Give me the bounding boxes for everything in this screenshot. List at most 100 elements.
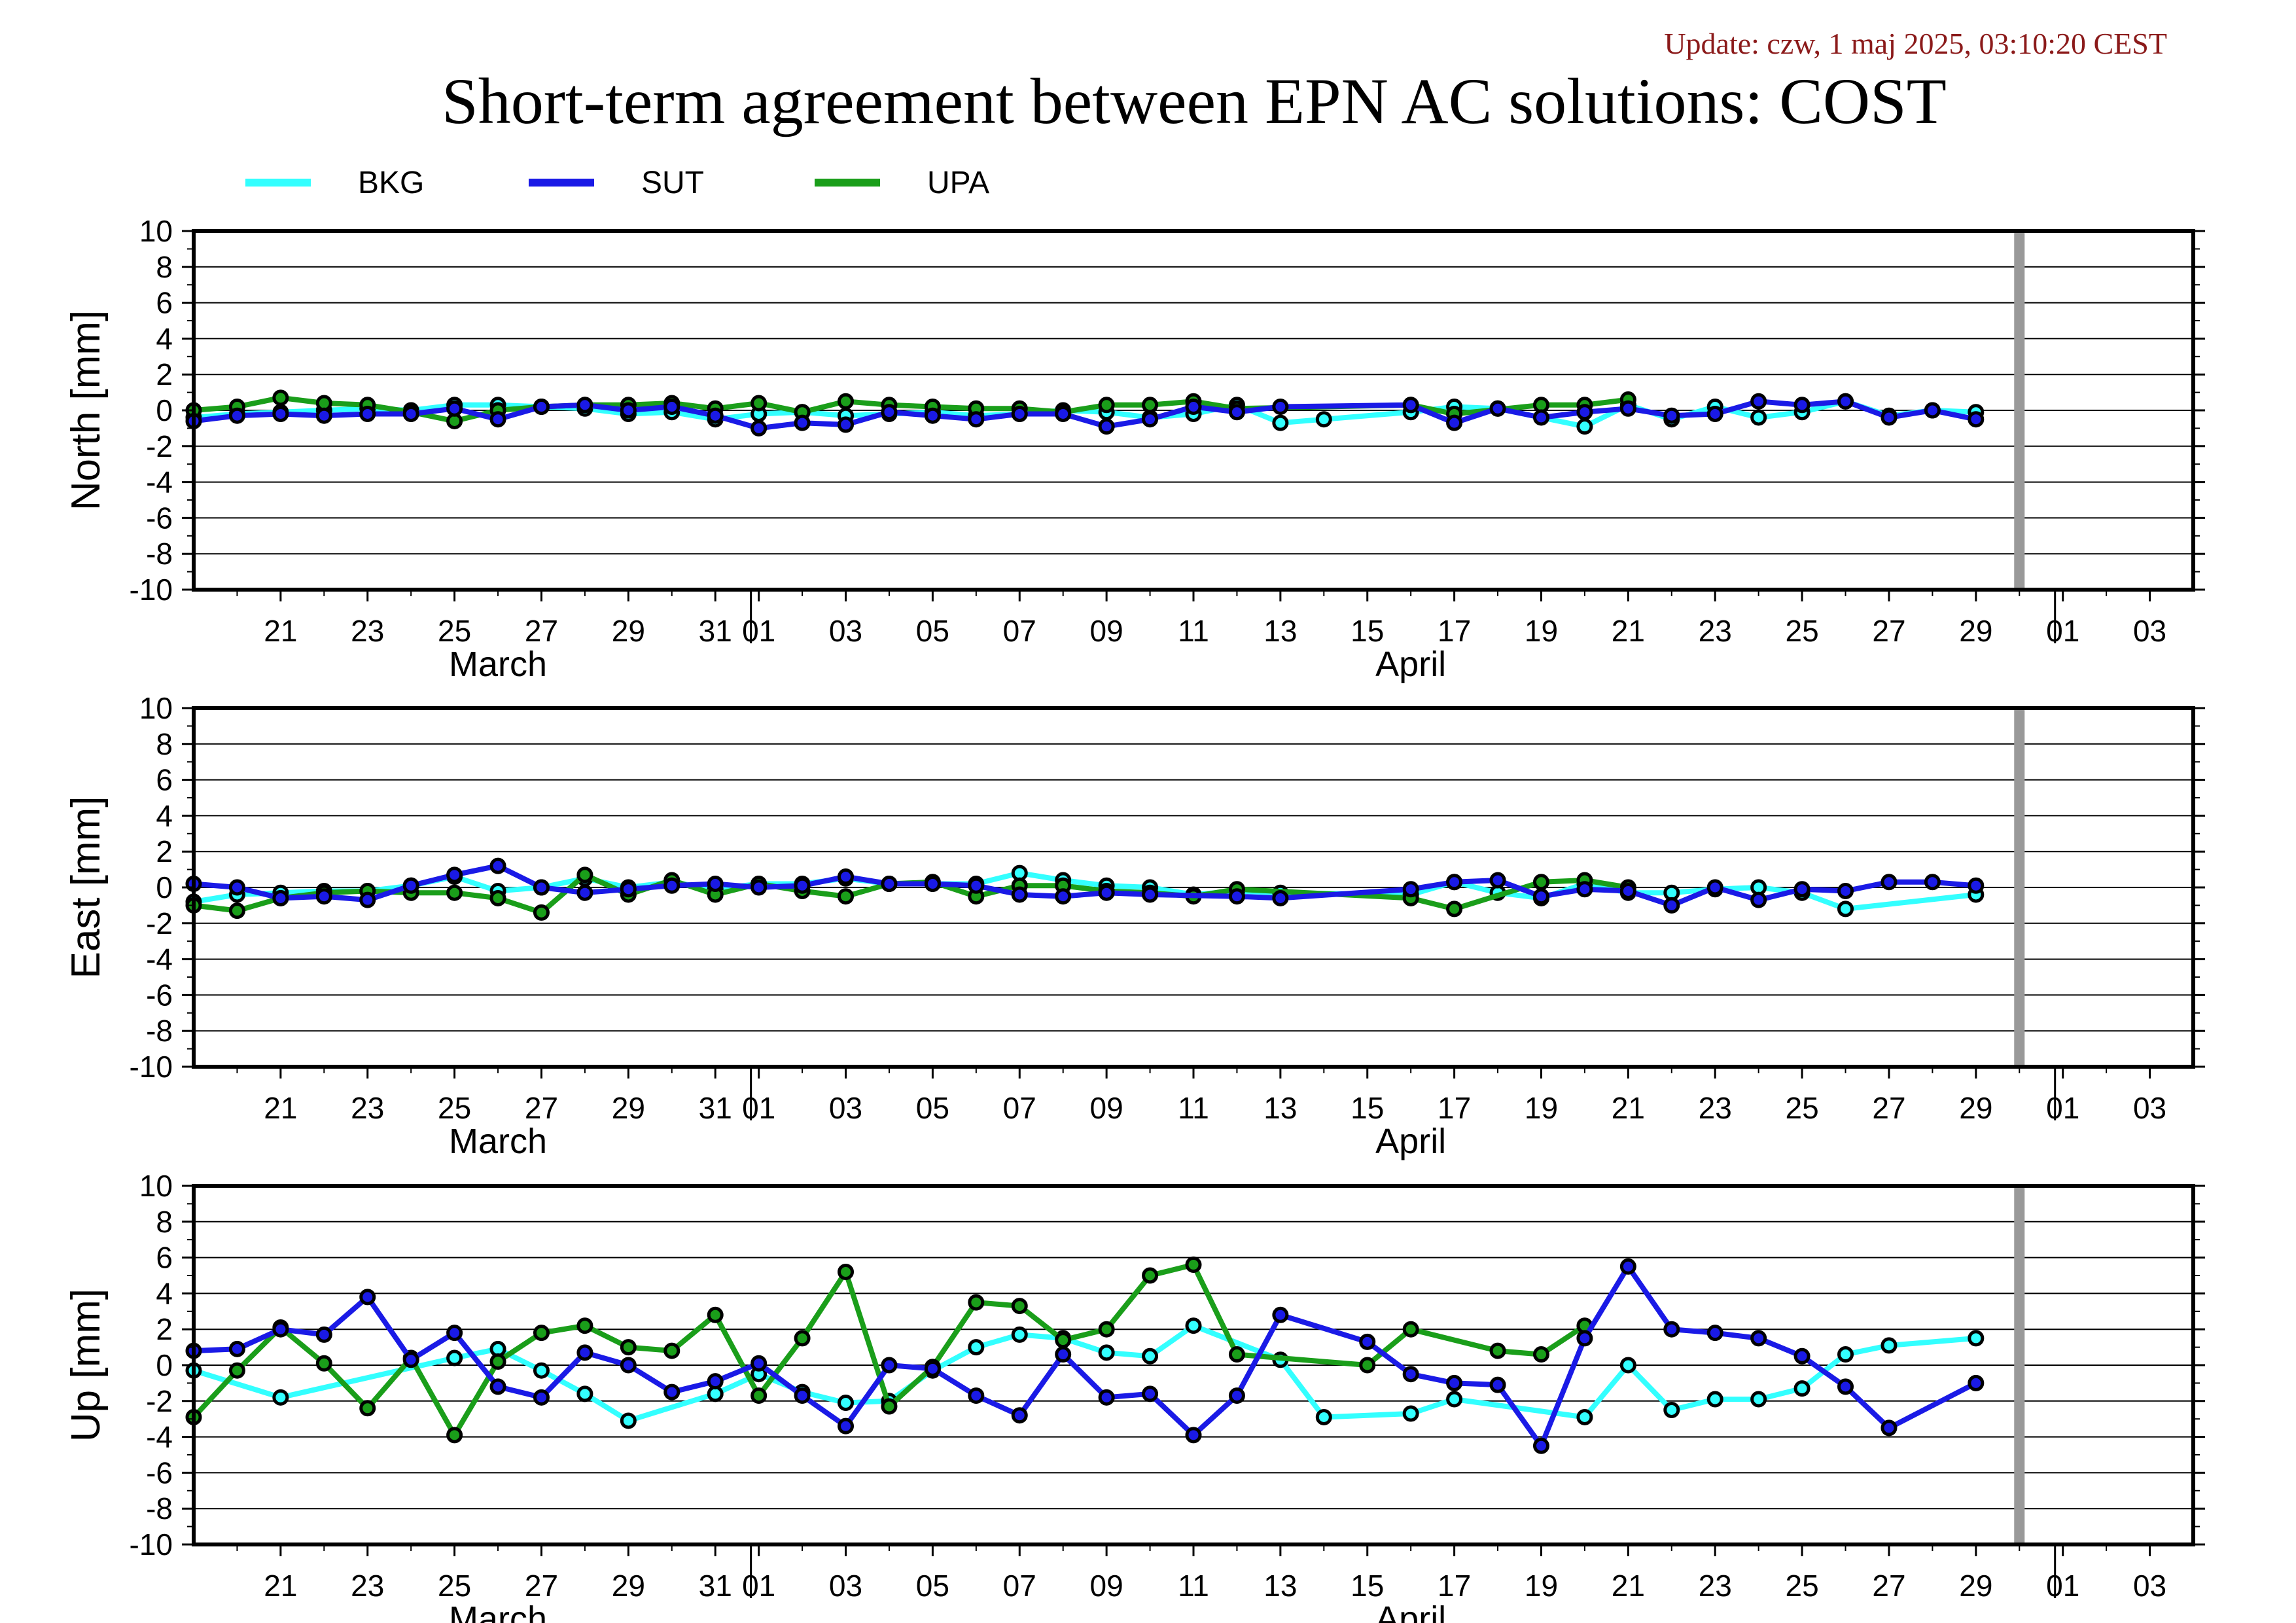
data-point-bkg [1185, 1317, 1202, 1334]
y-tick-label: -10 [130, 1527, 173, 1561]
x-tick-label: 23 [351, 614, 384, 648]
data-point-sut [1968, 877, 1985, 894]
x-tick-label: 03 [2133, 614, 2166, 648]
legend-label-bkg: BKG [358, 166, 424, 200]
data-point-bkg [1272, 414, 1289, 431]
data-point-sut [1446, 1374, 1463, 1391]
data-point-sut [576, 397, 593, 414]
legend: BKG SUT UPA [245, 166, 989, 200]
y-tick-label: 4 [156, 1276, 173, 1310]
data-point-sut [402, 877, 419, 894]
y-tick-label: -8 [146, 1491, 173, 1525]
x-tick-label: 25 [1786, 1091, 1819, 1125]
x-tick-label: 25 [438, 1569, 471, 1603]
x-tick-label: 01 [2046, 614, 2079, 648]
data-point-bkg [1576, 418, 1593, 435]
data-point-upa [359, 1400, 376, 1417]
data-point-upa [1489, 1342, 1506, 1359]
x-tick-label: 11 [1178, 1569, 1209, 1603]
x-tick-label: 03 [2133, 1569, 2166, 1603]
x-tick-label: 29 [612, 614, 645, 648]
x-tick-label: 21 [1612, 1091, 1645, 1125]
data-point-sut [1359, 1333, 1376, 1350]
x-tick-label: 11 [1178, 1091, 1209, 1125]
data-point-upa [1446, 901, 1463, 918]
data-point-upa [881, 1398, 898, 1415]
x-tick-label: 31 [699, 1091, 732, 1125]
y-tick-label: 6 [156, 763, 173, 797]
data-point-bkg [1619, 1357, 1636, 1374]
y-tick-label: 4 [156, 798, 173, 832]
x-tick-label: 29 [1959, 614, 1992, 648]
data-point-sut [1142, 886, 1159, 903]
data-point-upa [1142, 1267, 1159, 1284]
month-label: March [449, 1122, 547, 1161]
data-point-sut [968, 411, 985, 428]
y-tick-label: 10 [139, 214, 173, 248]
data-point-sut [359, 1289, 376, 1306]
data-point-sut [1098, 1389, 1115, 1406]
x-tick-label: 15 [1351, 1091, 1384, 1125]
data-point-sut [1619, 882, 1636, 899]
data-point-sut [315, 407, 332, 424]
data-point-upa [228, 1362, 245, 1379]
y-tick-label: -4 [146, 1420, 173, 1454]
month-label: April [1375, 645, 1446, 684]
data-point-sut [1532, 409, 1549, 426]
data-point-sut [620, 1357, 637, 1374]
x-tick-label: 07 [1003, 614, 1036, 648]
data-point-sut [228, 879, 245, 896]
data-point-sut [359, 891, 376, 908]
data-point-upa [1142, 397, 1159, 414]
data-point-sut [446, 1325, 463, 1342]
chart-title: Short-term agreement between EPN AC solu… [442, 65, 1947, 137]
x-tick-label: 07 [1003, 1569, 1036, 1603]
x-tick-label: 09 [1090, 1091, 1123, 1125]
x-tick-label: 21 [1612, 1569, 1645, 1603]
legend-label-upa: UPA [927, 166, 989, 200]
data-point-upa [489, 1353, 506, 1370]
x-tick-label: 31 [699, 614, 732, 648]
data-point-sut [707, 1373, 724, 1390]
data-point-sut [272, 405, 289, 422]
data-point-sut [1142, 1385, 1159, 1402]
data-point-sut [1185, 1427, 1202, 1444]
data-point-bkg [1881, 1337, 1898, 1354]
current-date-marker [2014, 231, 2025, 590]
data-point-sut [1576, 881, 1593, 898]
data-point-upa [533, 1325, 550, 1342]
x-tick-label: 31 [699, 1569, 732, 1603]
y-tick-label: -6 [146, 501, 173, 535]
month-label: April [1375, 1599, 1446, 1623]
x-tick-label: 23 [1699, 1091, 1732, 1125]
month-label: March [449, 645, 547, 684]
data-point-bkg [1968, 1330, 1985, 1347]
data-point-sut [663, 877, 680, 894]
x-tick-label: 09 [1090, 614, 1123, 648]
data-point-bkg [1402, 1405, 1419, 1422]
x-tick-label: 23 [1699, 1569, 1732, 1603]
data-point-sut [446, 400, 463, 417]
data-point-sut [489, 1378, 506, 1395]
data-point-sut [1011, 1407, 1028, 1424]
data-point-sut [1272, 399, 1289, 416]
data-point-upa [576, 1317, 593, 1334]
data-point-sut [751, 419, 768, 437]
x-tick-label: 17 [1438, 1569, 1471, 1603]
data-point-sut [968, 1387, 985, 1404]
data-point-upa [1011, 1298, 1028, 1315]
data-point-bkg [1576, 1408, 1593, 1425]
data-point-sut [881, 404, 898, 421]
data-point-sut [576, 1344, 593, 1361]
current-date-marker [2014, 708, 2025, 1067]
data-point-upa [620, 1339, 637, 1356]
data-point-sut [1142, 411, 1159, 428]
data-point-sut [620, 402, 637, 419]
data-point-upa [446, 1427, 463, 1444]
data-point-bkg [533, 1362, 550, 1379]
data-point-bkg [1793, 1380, 1810, 1397]
x-tick-label: 27 [1872, 1091, 1905, 1125]
data-point-sut [1750, 393, 1767, 410]
data-point-sut [272, 889, 289, 906]
